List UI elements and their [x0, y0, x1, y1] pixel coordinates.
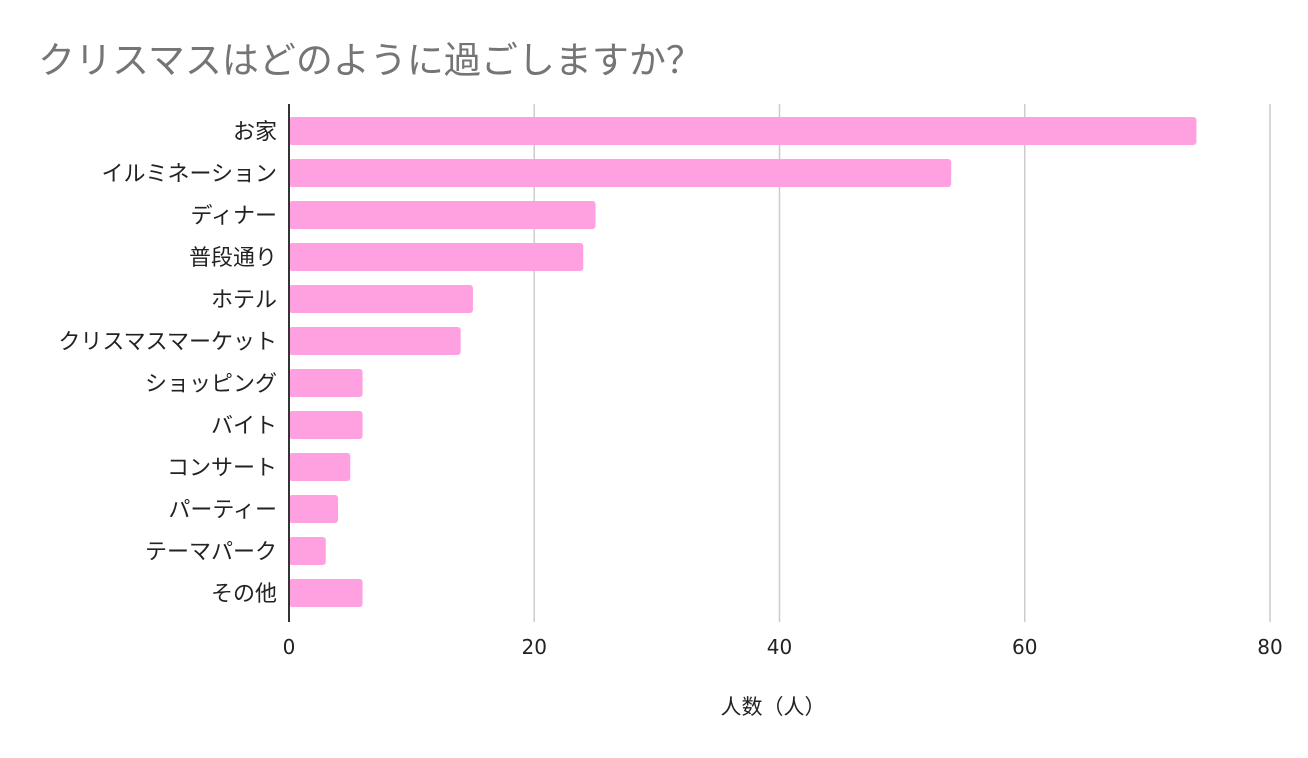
category-label: 普段通り	[189, 246, 277, 271]
category-label: お家	[233, 120, 277, 145]
bar	[289, 369, 363, 397]
chart-title: クリスマスはどのように過ごしますか？	[38, 39, 703, 82]
x-tick-label: 80	[1257, 635, 1282, 659]
category-label: クリスマスマーケット	[58, 330, 277, 355]
bar	[289, 285, 473, 313]
bar	[289, 201, 596, 229]
category-label: ディナー	[191, 204, 277, 229]
bar	[289, 327, 461, 355]
x-tick-label: 20	[522, 635, 547, 659]
bar	[289, 579, 363, 607]
x-tick-label: 0	[283, 635, 296, 659]
category-label: パーティー	[168, 498, 277, 523]
category-label: ホテル	[211, 288, 277, 313]
bar	[289, 117, 1197, 145]
bar	[289, 411, 363, 439]
bar	[289, 453, 351, 481]
category-label: その他	[211, 582, 277, 607]
bar	[289, 243, 584, 271]
x-axis-title: 人数（人）	[721, 695, 826, 719]
category-label: テーマパーク	[145, 540, 277, 565]
bar	[289, 159, 952, 187]
category-label: バイト	[211, 414, 277, 439]
category-label: ショッピング	[145, 372, 277, 397]
category-label: コンサート	[167, 456, 277, 481]
bar	[289, 495, 339, 523]
bar	[289, 537, 326, 565]
x-tick-label: 40	[767, 635, 792, 659]
x-tick-label: 60	[1012, 635, 1037, 659]
category-label: イルミネーション	[101, 162, 277, 187]
